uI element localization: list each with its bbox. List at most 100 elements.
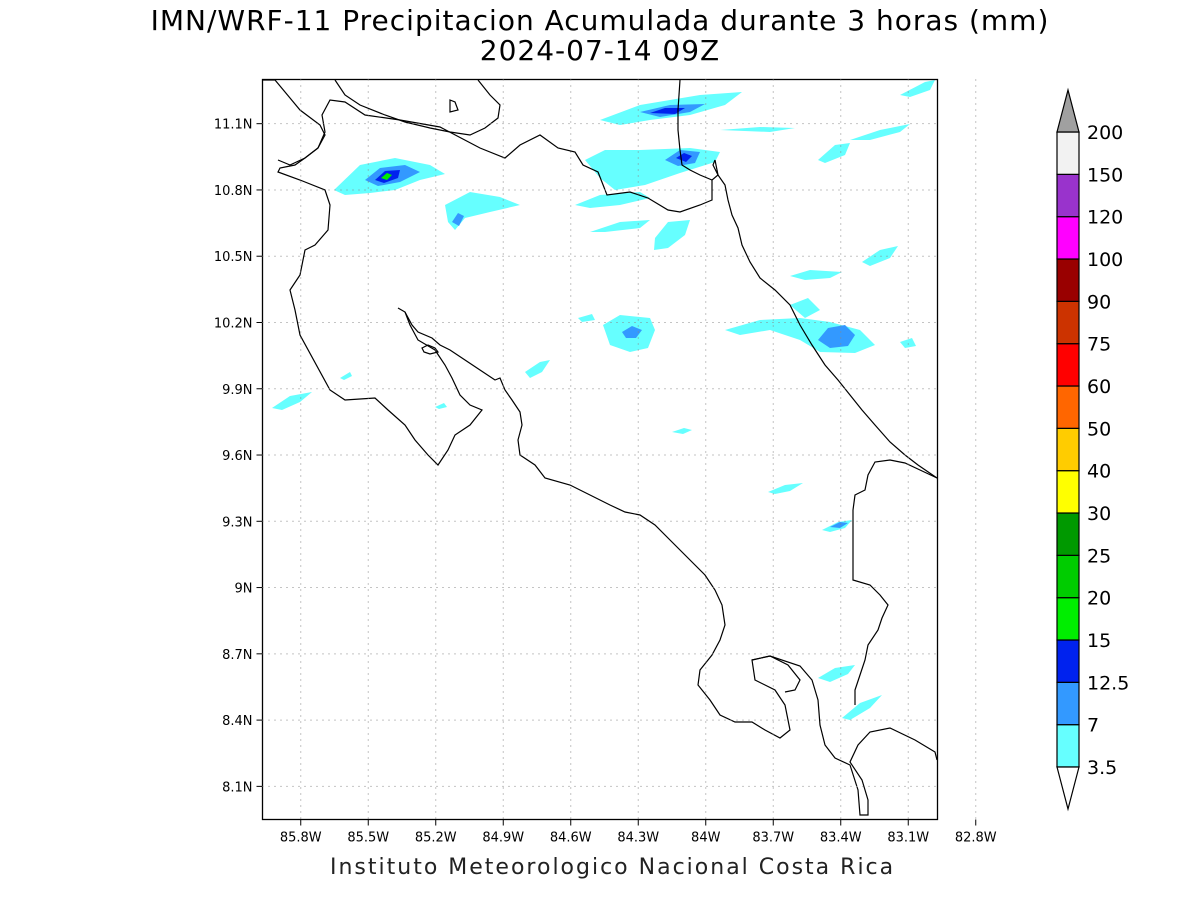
lon-tick-label: 85.8W [280,831,322,846]
nicaragua-pacific-coast [262,79,483,466]
colorbar-label: 200 [1087,122,1123,144]
colorbar-box [1056,639,1080,683]
precip-area [585,148,720,190]
precip-area [900,80,935,97]
colorbar-label: 100 [1087,249,1123,271]
colorbar-box [1056,385,1080,429]
colorbar-label: 150 [1087,164,1123,186]
precip-area-7mm [818,325,855,348]
precip-area [272,392,312,410]
island-small [449,99,459,113]
precip-area-7mm [622,326,642,338]
lon-tick-label: 83.1W [887,831,929,846]
colorbar-label: 7 [1087,715,1099,737]
precip-area [900,338,916,348]
precip-area [790,270,842,280]
nicoya-gulf-coast [404,311,938,816]
precip-area [654,220,690,250]
precip-area [720,127,795,132]
colorbar-box [1056,512,1080,556]
caribbean-coast [714,159,938,479]
colorbar-box [1056,216,1080,260]
precip-area [862,246,898,266]
colorbar-box [1056,681,1080,726]
precip-area-12mm [650,108,685,114]
colorbar-label: 60 [1087,376,1111,398]
colorbar-box [1056,554,1080,599]
colorbar-label: 120 [1087,207,1123,229]
panama-border [852,459,938,705]
colorbar-label: 75 [1087,334,1111,356]
precip-area [590,220,650,232]
chart-title: IMN/WRF-11 Precipitacion Acumulada duran… [150,4,1050,37]
precip-area [768,483,803,494]
axis-ticks: 11.1N 10.8N 10.5N 10.2N 9.9N 9.6N 9.3N 9N 8.7N 8.… [214,118,997,846]
colorbar: 3.5 7 12.5 15 20 25 30 40 50 60 75 90 100 120 150 200 [1056,87,1129,812]
precip-area [672,428,692,434]
colorbar-label: 30 [1087,503,1111,525]
precip-area [435,403,447,409]
colorbar-label: 25 [1087,545,1111,567]
precip-area [445,192,520,230]
colorbar-label: 12.5 [1087,672,1129,694]
lat-tick-label: 10.2N [214,316,253,331]
osa-peninsula [751,655,801,693]
colorbar-under-triangle [1056,766,1080,812]
lon-tick-label: 85.2W [415,831,457,846]
precip-area [818,143,850,163]
precip-area [850,124,910,140]
precip-area [842,695,882,720]
lon-tick-label: 84.9W [482,831,524,846]
nicaragua-east-border [677,79,713,181]
lat-tick-label: 8.1N [222,780,252,795]
lat-tick-label: 9.6N [222,449,252,464]
island [421,344,440,355]
precip-area-15mm [381,173,392,180]
colorbar-box [1056,300,1080,345]
coastlines [262,79,938,816]
precip-area [790,298,820,318]
plot-frame [261,78,939,821]
lat-tick-label: 9.9N [222,383,252,398]
colorbar-label: 3.5 [1087,757,1117,779]
lat-tick-label: 10.8N [214,184,253,199]
lake-nicaragua-shore [334,79,501,136]
colorbar-box [1056,343,1080,387]
colorbar-label: 15 [1087,630,1111,652]
colorbar-box [1056,173,1080,218]
precip-area-7mm [452,213,464,226]
lon-tick-label: 82.8W [955,831,997,846]
lat-tick-label: 11.1N [214,118,253,133]
chart-subtitle-date: 2024-07-14 09Z [479,34,721,67]
lat-tick-label: 9.3N [222,515,252,530]
precip-area [575,192,650,208]
lon-tick-label: 83.4W [820,831,862,846]
lon-tick-label: 84W [691,831,721,846]
lat-tick-label: 9N [235,582,253,597]
colorbar-label: 90 [1087,291,1111,313]
precipitation-layer [272,80,935,720]
precip-area [818,665,855,682]
lon-tick-label: 84.6W [550,831,592,846]
precip-area-7mm [830,522,848,528]
lon-tick-label: 85.5W [347,831,389,846]
colorbar-box [1056,597,1080,641]
precip-area [525,360,550,378]
footer-credit: Instituto Meteorologico Nacional Costa R… [330,855,896,880]
lat-tick-label: 8.4N [222,714,252,729]
colorbar-label: 50 [1087,418,1111,440]
colorbar-over-triangle [1056,87,1080,133]
colorbar-box [1056,470,1080,514]
colorbar-label: 40 [1087,461,1111,483]
lat-tick-label: 10.5N [214,250,253,265]
precip-area [340,372,352,380]
precip-area [578,314,595,322]
lon-tick-label: 84.3W [617,831,659,846]
lon-tick-label: 83.7W [752,831,794,846]
colorbar-box [1056,258,1080,302]
nicaragua-border [277,99,719,213]
colorbar-box [1056,724,1080,768]
precip-area-12mm [676,153,692,162]
colorbar-box [1056,131,1080,175]
